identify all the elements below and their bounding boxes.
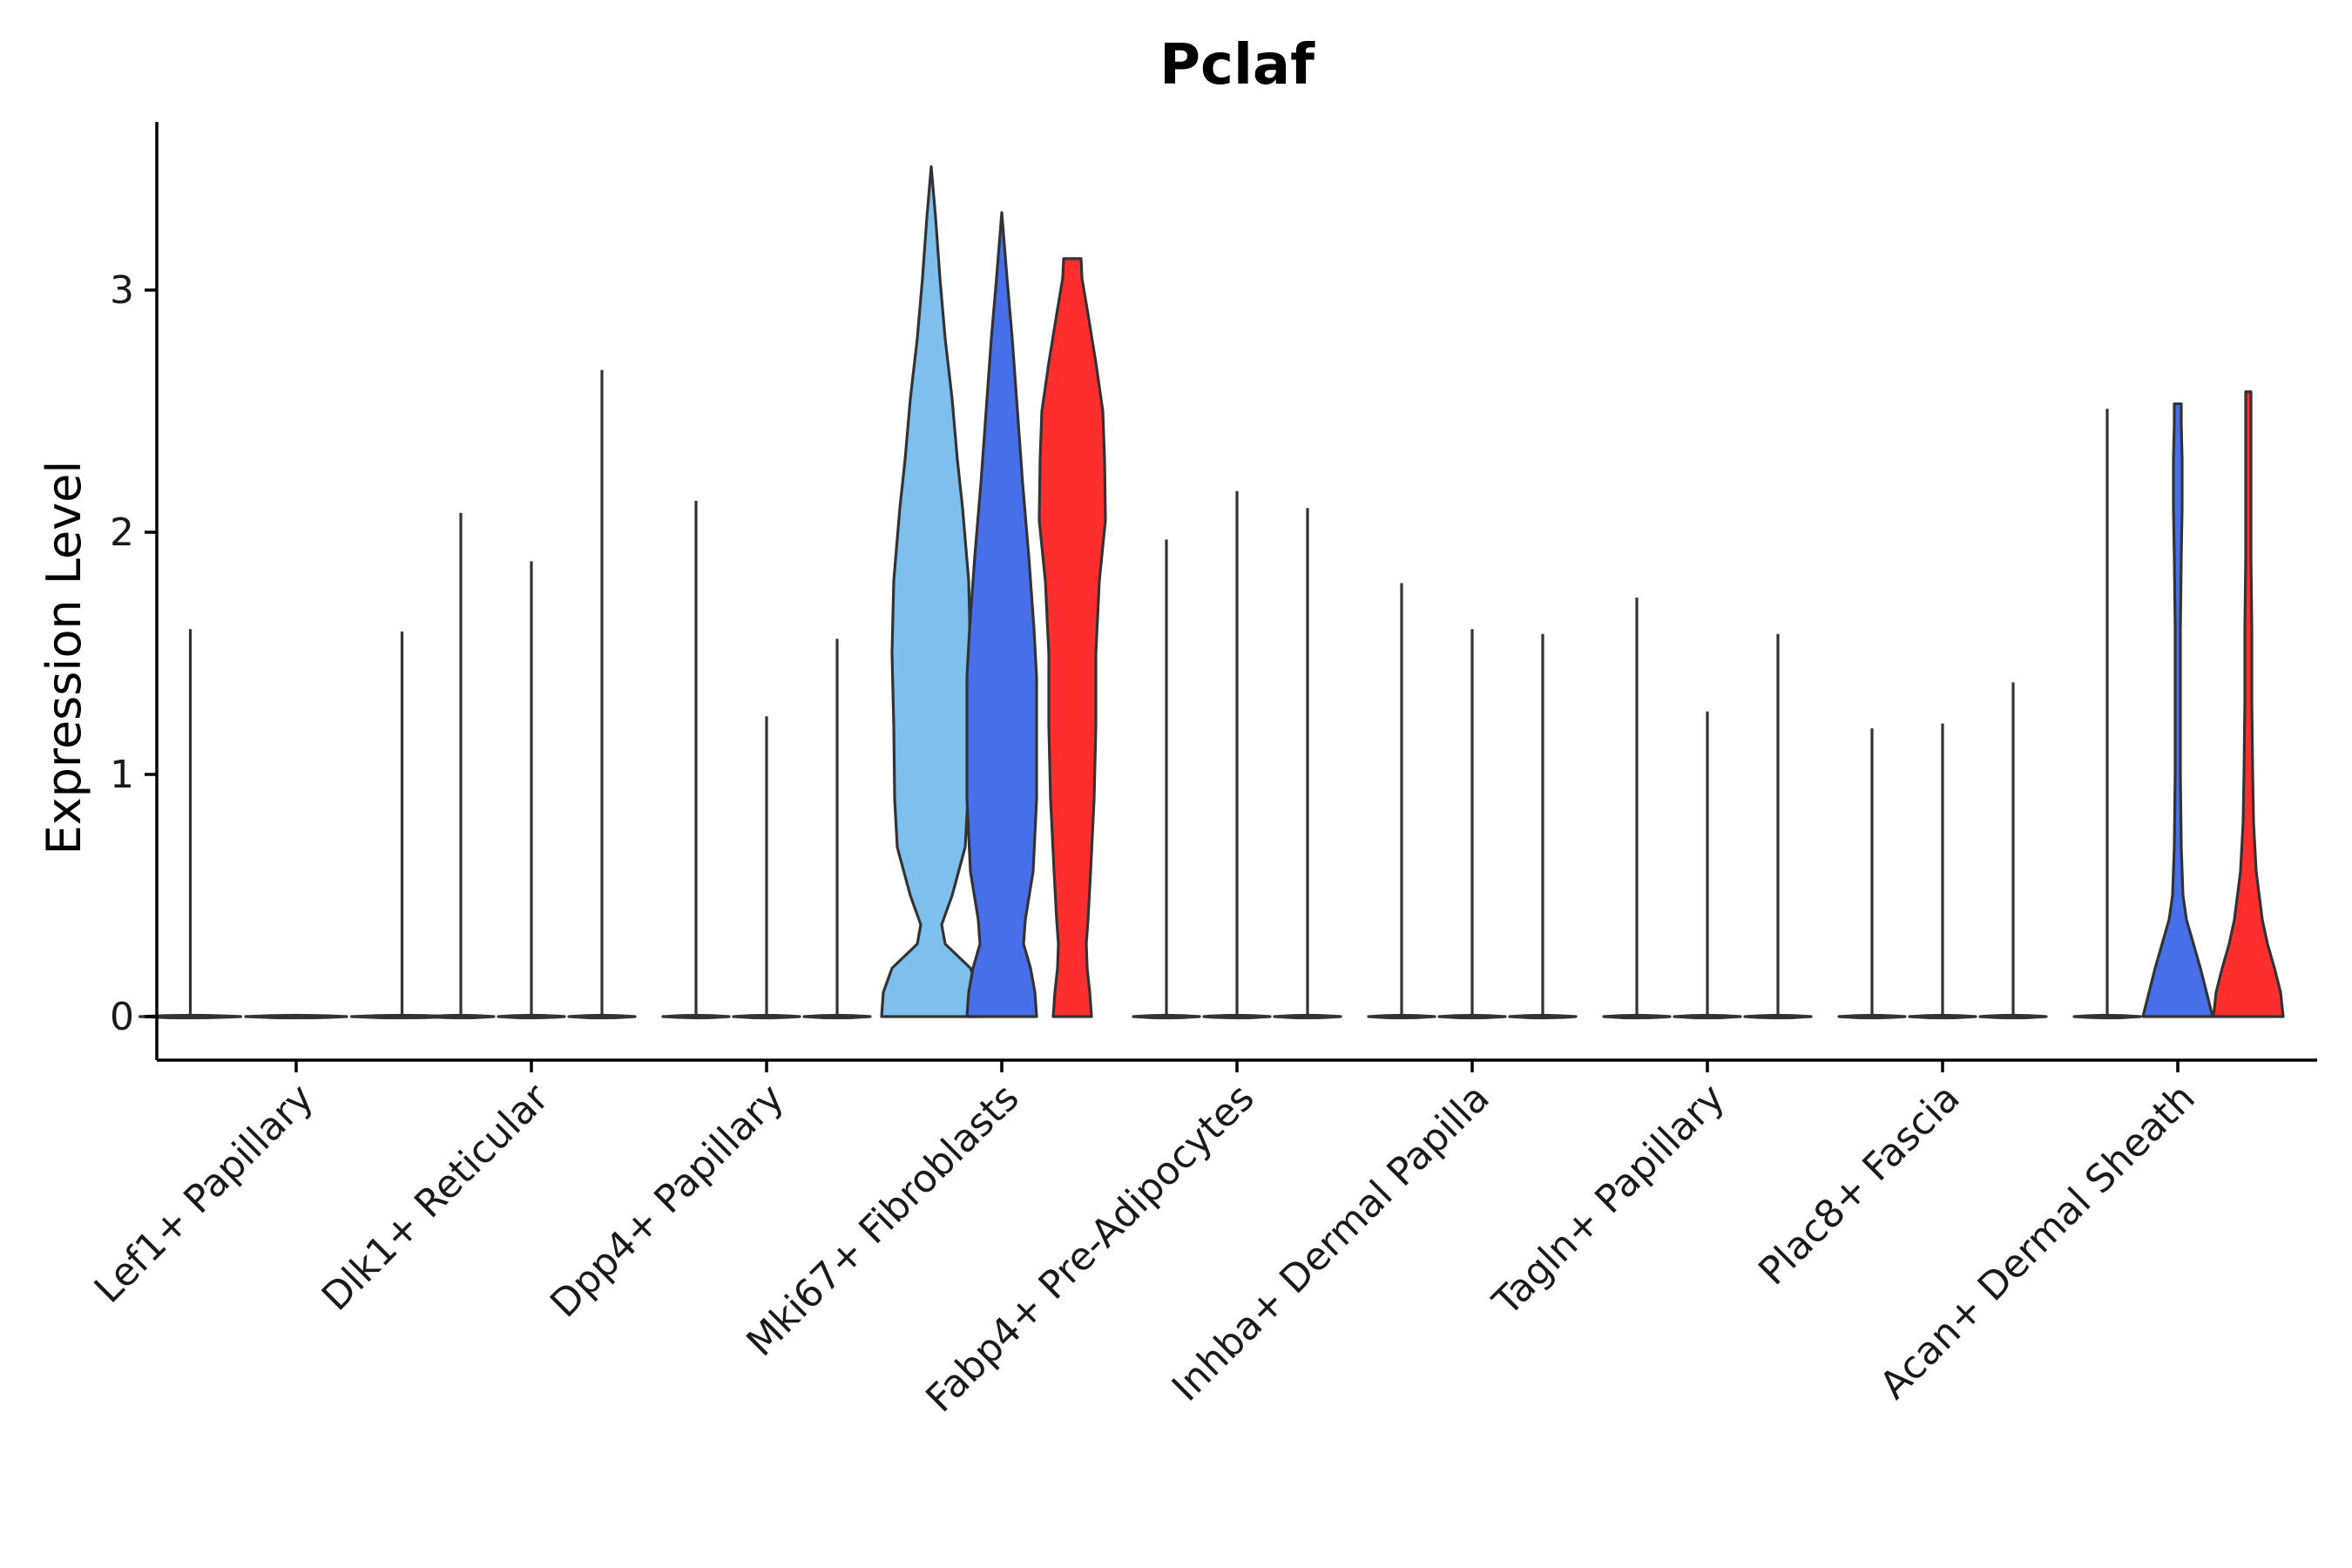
y-axis-label: Expression Level <box>37 461 91 855</box>
chart-title: Pclaf <box>1159 33 1315 98</box>
x-tick-label-7: Plac8+ Fascia <box>1750 1076 1969 1294</box>
violin-mki67-fibroblasts-0 <box>880 165 983 1018</box>
violin-mki67-fibroblasts-2 <box>1037 257 1107 1018</box>
y-tick-label-1: 1 <box>110 753 134 797</box>
x-tick-label-0: Lef1+ Papillary <box>86 1076 322 1312</box>
y-tick-label-0: 0 <box>110 995 134 1039</box>
violin-acan-dermal-sheath-1 <box>2141 402 2214 1018</box>
x-tick-label-6: Tagln+ Papillary <box>1484 1076 1734 1325</box>
x-tick-label-1: Dlk1+ Reticular <box>314 1075 558 1320</box>
violin-acan-dermal-sheath-2 <box>2212 390 2285 1018</box>
y-tick-label-3: 3 <box>110 268 134 313</box>
violin-mki67-fibroblasts-1 <box>965 211 1038 1018</box>
violin-lef1-papillary-1-base <box>244 1013 348 1020</box>
x-tick-label-2: Dpp4+ Papillary <box>542 1076 793 1327</box>
violins-layer <box>138 165 2285 1020</box>
y-tick-label-2: 2 <box>110 510 134 555</box>
